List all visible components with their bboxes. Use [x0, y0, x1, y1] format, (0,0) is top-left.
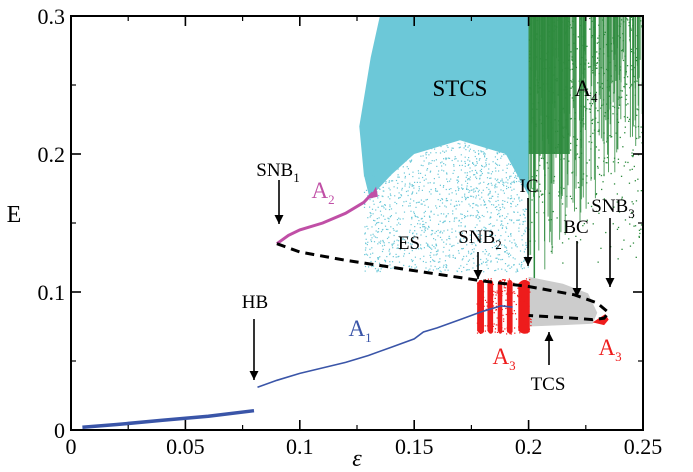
annotation-tcs: TCS: [531, 374, 566, 395]
y-tick-label: 0: [54, 418, 65, 443]
annotation-ic: IC: [520, 176, 539, 197]
annotation-snb2: SNB2: [458, 227, 501, 252]
hb-arrow: [249, 319, 259, 380]
x-axis-label: ε: [352, 446, 362, 472]
annotation-bc: BC: [563, 217, 588, 238]
stcs-region: [359, 16, 530, 273]
annotation-arrows: [249, 180, 615, 380]
y-axis-label: E: [7, 202, 22, 228]
annotation-snb3: SNB3: [591, 196, 634, 221]
x-tick-label: 0.2: [515, 434, 543, 459]
x-tick-label: 0: [66, 434, 77, 459]
series-a2: [276, 191, 375, 245]
bc-arrow: [572, 241, 582, 297]
a4-region: [528, 16, 643, 279]
snb2-arrow: [473, 252, 483, 279]
a3-left-region: [476, 278, 532, 335]
annotation-stcs: STCS: [433, 76, 488, 101]
y-tick-label: 0.3: [38, 4, 66, 29]
annotation-es: ES: [398, 233, 420, 254]
annotation-a1: A1: [348, 316, 371, 345]
annotation-a2: A2: [311, 178, 334, 207]
y-tick-label: 0.1: [38, 280, 66, 305]
annotation-a4: A4: [574, 76, 598, 105]
x-tick-label: 0.25: [624, 434, 663, 459]
tcs-arrow: [544, 332, 554, 365]
a2-end-marker: [369, 186, 379, 199]
chart-series: [82, 186, 611, 429]
series-a1-low: [82, 408, 255, 429]
snb3-arrow: [605, 218, 615, 287]
annotation-snb1: SNB1: [256, 160, 299, 185]
series-es: [276, 242, 611, 322]
chart-regions: [359, 16, 643, 335]
x-tick-label: 0.05: [166, 434, 205, 459]
annotation-a3-left: A3: [492, 344, 515, 373]
annotation-a3-right: A3: [598, 335, 621, 364]
snb1-arrow: [274, 180, 284, 224]
axis-ticks: 0 0.05 0.1 0.15 0.2 0.25 0 0.1 0.2 0.3: [38, 4, 663, 459]
y-tick-label: 0.2: [38, 142, 66, 167]
annotation-hb: HB: [242, 292, 268, 313]
x-tick-label: 0.1: [286, 434, 314, 459]
ic-arrow: [523, 198, 533, 266]
series-a1: [257, 304, 513, 388]
x-tick-label: 0.15: [395, 434, 434, 459]
